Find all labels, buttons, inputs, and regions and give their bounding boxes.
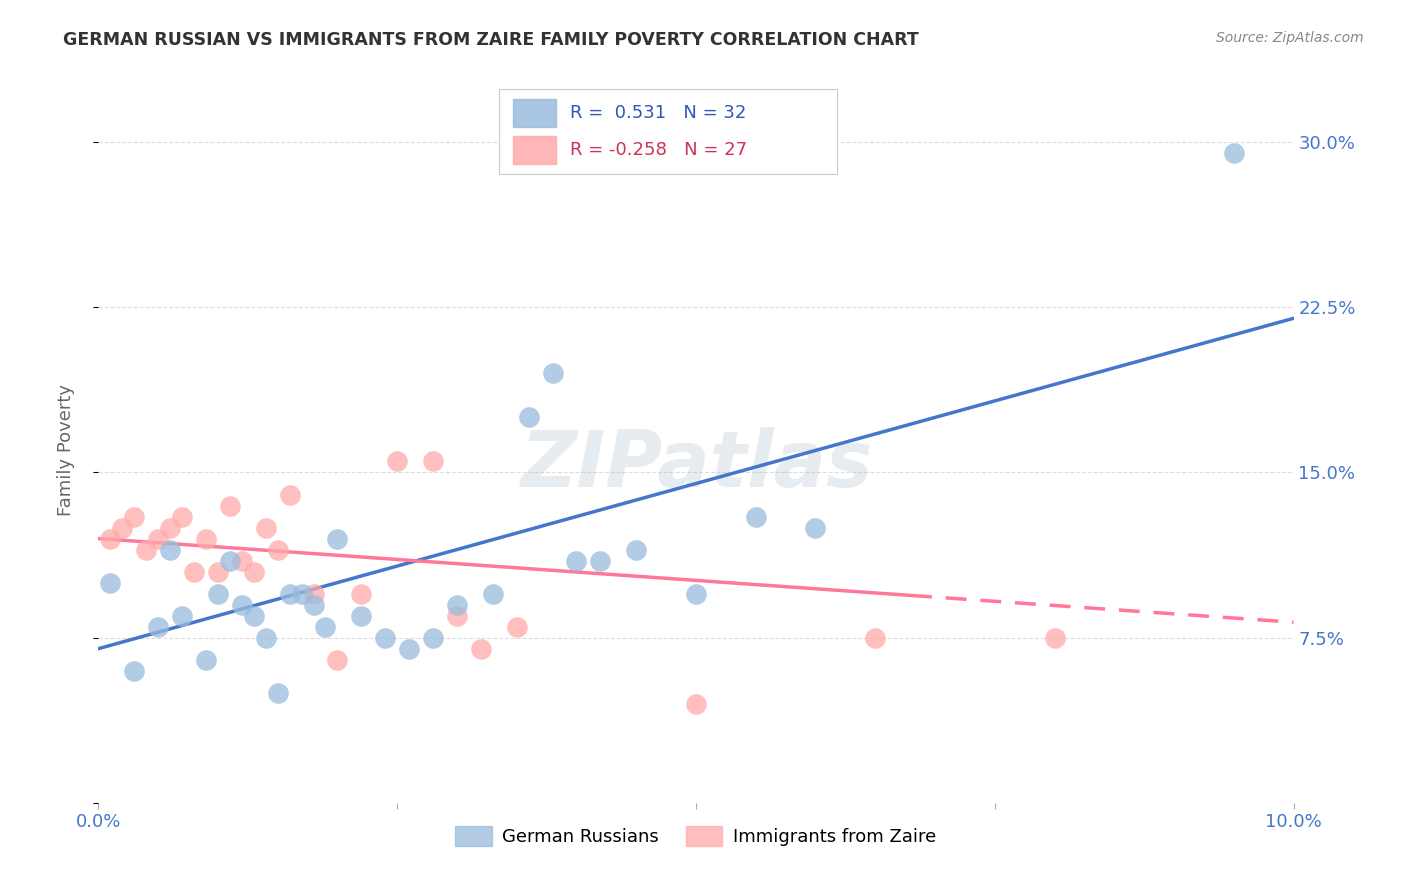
Point bbox=[589, 553, 612, 567]
Text: R =  0.531   N = 32: R = 0.531 N = 32 bbox=[569, 104, 747, 122]
Point bbox=[804, 520, 827, 534]
Point bbox=[207, 586, 229, 600]
Point bbox=[254, 631, 277, 645]
Point bbox=[243, 608, 266, 623]
Point bbox=[124, 664, 146, 678]
Text: GERMAN RUSSIAN VS IMMIGRANTS FROM ZAIRE FAMILY POVERTY CORRELATION CHART: GERMAN RUSSIAN VS IMMIGRANTS FROM ZAIRE … bbox=[63, 31, 920, 49]
Point bbox=[541, 367, 564, 381]
Point bbox=[219, 499, 242, 513]
Point bbox=[195, 653, 218, 667]
Point bbox=[302, 598, 325, 612]
Text: ZIPatlas: ZIPatlas bbox=[520, 426, 872, 502]
Point bbox=[124, 509, 146, 524]
Point bbox=[291, 586, 314, 600]
Point bbox=[231, 598, 253, 612]
Point bbox=[254, 520, 277, 534]
Point bbox=[685, 586, 707, 600]
Point bbox=[172, 608, 194, 623]
Point bbox=[207, 565, 229, 579]
Point bbox=[865, 631, 887, 645]
Point bbox=[231, 553, 253, 567]
Point bbox=[183, 565, 205, 579]
Legend: German Russians, Immigrants from Zaire: German Russians, Immigrants from Zaire bbox=[449, 818, 943, 854]
Point bbox=[98, 575, 122, 590]
Point bbox=[219, 553, 242, 567]
Point bbox=[685, 697, 707, 711]
Point bbox=[385, 454, 409, 468]
Y-axis label: Family Poverty: Family Poverty bbox=[56, 384, 75, 516]
Point bbox=[98, 532, 122, 546]
Point bbox=[278, 487, 301, 501]
Point bbox=[315, 619, 337, 633]
Point bbox=[506, 619, 529, 633]
Point bbox=[626, 542, 648, 557]
Point bbox=[159, 520, 181, 534]
Point bbox=[1223, 146, 1246, 161]
Bar bbox=[513, 136, 557, 164]
Point bbox=[565, 553, 588, 567]
Point bbox=[374, 631, 396, 645]
Point bbox=[350, 608, 373, 623]
Point bbox=[148, 619, 170, 633]
Bar bbox=[513, 99, 557, 128]
Point bbox=[398, 641, 420, 656]
Point bbox=[482, 586, 505, 600]
Point bbox=[267, 686, 290, 700]
Point bbox=[1043, 631, 1066, 645]
Point bbox=[446, 598, 468, 612]
Point bbox=[745, 509, 768, 524]
Point bbox=[302, 586, 325, 600]
Point bbox=[135, 542, 157, 557]
Point bbox=[243, 565, 266, 579]
Point bbox=[422, 454, 444, 468]
Point bbox=[446, 608, 468, 623]
Point bbox=[159, 542, 181, 557]
Point bbox=[278, 586, 301, 600]
Point bbox=[350, 586, 373, 600]
Point bbox=[517, 410, 540, 425]
Point bbox=[195, 532, 218, 546]
Point bbox=[148, 532, 170, 546]
Point bbox=[470, 641, 492, 656]
Point bbox=[111, 520, 134, 534]
Point bbox=[326, 653, 349, 667]
Point bbox=[267, 542, 290, 557]
Point bbox=[422, 631, 444, 645]
Point bbox=[172, 509, 194, 524]
Text: Source: ZipAtlas.com: Source: ZipAtlas.com bbox=[1216, 31, 1364, 45]
Point bbox=[326, 532, 349, 546]
Text: R = -0.258   N = 27: R = -0.258 N = 27 bbox=[569, 141, 747, 159]
